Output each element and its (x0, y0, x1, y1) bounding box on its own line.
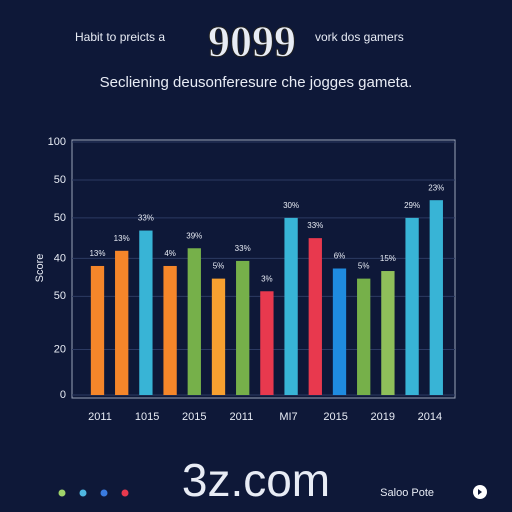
y-tick-label: 50 (54, 290, 66, 302)
chart-subtitle: Secliening deusonferesure che jogges gam… (100, 74, 413, 91)
title-overlay: 9099 (208, 17, 296, 66)
x-tick-label: 2019 (371, 411, 395, 423)
bar-label: 30% (283, 201, 299, 210)
plot-frame (71, 139, 456, 399)
bar-label: 33% (138, 214, 154, 223)
bar (260, 291, 274, 395)
bar (90, 265, 105, 395)
bar-label: 15% (380, 254, 396, 263)
footer-dot (121, 489, 129, 497)
bar (284, 217, 298, 395)
bar-label: 5% (213, 262, 225, 271)
bar (187, 248, 201, 395)
x-tick-label: 2011 (230, 411, 254, 423)
bar-label: 33% (235, 244, 251, 253)
bar-label: 39% (186, 231, 202, 240)
footer-dot (79, 489, 87, 497)
bar-label: 6% (334, 252, 346, 261)
bar (381, 271, 395, 395)
y-tick-label: 100 (48, 136, 66, 148)
bar (429, 200, 443, 395)
y-tick-label: 20 (54, 343, 66, 355)
bar-label: 4% (164, 249, 176, 258)
y-tick-label: 50 (54, 174, 66, 186)
x-tick-label: 2011 (88, 411, 112, 423)
bar-label: 13% (89, 249, 105, 258)
chart-title-end: vork dos gamers (315, 30, 404, 44)
bar (139, 230, 153, 395)
footer-dot (100, 489, 108, 497)
footer-dot (58, 489, 66, 497)
watermark: 3z.com (182, 454, 330, 506)
y-tick-label: 40 (54, 252, 66, 264)
bar (236, 260, 250, 395)
bar (332, 268, 347, 395)
bar-label: 5% (358, 262, 370, 271)
bar (163, 265, 177, 395)
bar (211, 278, 226, 395)
bar-label: 23% (428, 183, 444, 192)
chart-title: Habit to preicts a (75, 30, 165, 44)
x-tick-label: 1015 (135, 411, 159, 423)
footer-button-arrow (478, 489, 482, 495)
y-tick-label: 0 (60, 389, 66, 401)
x-tick-label: 2014 (418, 411, 442, 423)
x-tick-label: 2015 (323, 411, 347, 423)
bar (115, 250, 129, 395)
x-tick-label: MI7 (279, 411, 297, 423)
bar (357, 278, 371, 395)
bar (308, 238, 322, 395)
bar-label: 3% (261, 274, 273, 283)
y-tick-label: 50 (54, 212, 66, 224)
bar-label: 13% (114, 234, 130, 243)
bar (405, 217, 419, 395)
bar-label: 29% (404, 201, 420, 210)
y-axis-label: Score (34, 254, 46, 283)
x-tick-label: 2015 (182, 411, 206, 423)
footer-button-label[interactable]: Saloo Pote (380, 487, 434, 499)
bar-label: 33% (307, 221, 323, 230)
